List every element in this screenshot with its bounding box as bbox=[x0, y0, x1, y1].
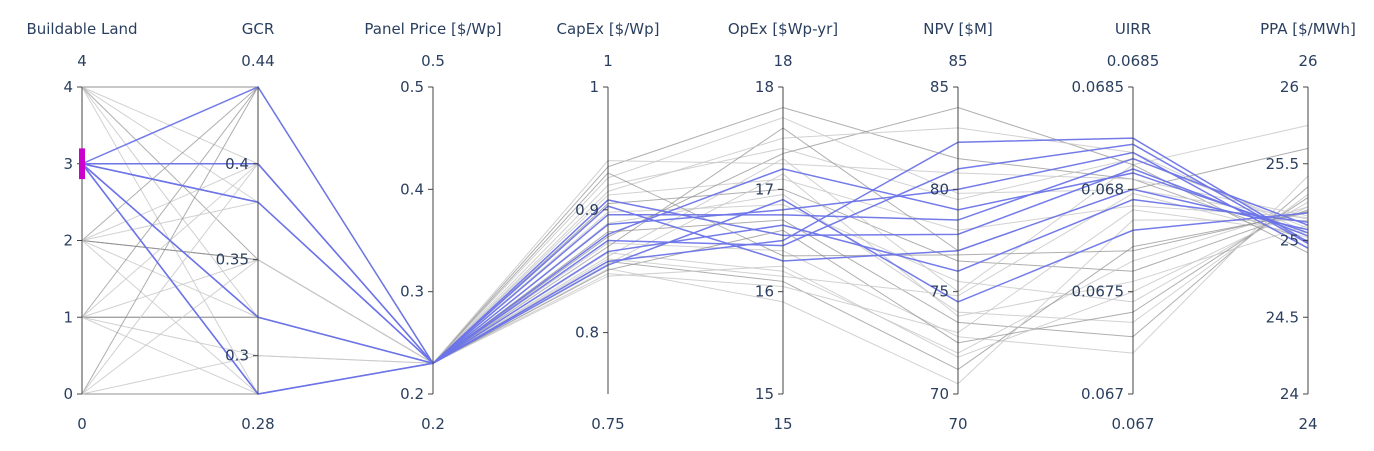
tick-label-land-4: 4 bbox=[63, 78, 73, 96]
tick-label-uirr-0: 0.067 bbox=[1081, 385, 1124, 403]
tick-label-land-3: 3 bbox=[63, 155, 73, 173]
axis-range-bottom-capex: 0.75 bbox=[591, 415, 624, 433]
axis-land[interactable]: Buildable Land 4 00 1 2 3 4 bbox=[26, 20, 137, 433]
axis-title-npv[interactable]: NPV [$M] bbox=[923, 20, 993, 38]
tick-label-price-3: 0.5 bbox=[400, 78, 424, 96]
axis-title-uirr[interactable]: UIRR bbox=[1115, 20, 1151, 38]
axis-range-bottom-uirr: 0.067 bbox=[1112, 415, 1155, 433]
axis-uirr[interactable]: UIRR 0.0685 0.067 0.067 0.0675 0.068 0.0685 bbox=[1072, 20, 1160, 433]
axis-price[interactable]: Panel Price [$/Wp] 0.5 0.2 0.2 0.3 0.4 0.5 bbox=[364, 20, 501, 433]
axis-opex[interactable]: OpEx [$Wp-yr] 18 15 15 16 17 18 bbox=[728, 20, 838, 433]
axis-capex[interactable]: CapEx [$/Wp] 1 0.75 0.8 0.9 1 bbox=[557, 20, 660, 433]
data-line-unselected-27 bbox=[81, 86, 1309, 395]
axis-range-top-ppa: 26 bbox=[1298, 52, 1317, 70]
axis-title-opex[interactable]: OpEx [$Wp-yr] bbox=[728, 20, 838, 38]
tick-label-uirr-2: 0.068 bbox=[1081, 180, 1124, 198]
tick-label-npv-0: 70 bbox=[930, 385, 949, 403]
tick-label-land-2: 2 bbox=[63, 232, 73, 250]
axis-title-price[interactable]: Panel Price [$/Wp] bbox=[364, 20, 501, 38]
tick-label-npv-1: 75 bbox=[930, 283, 949, 301]
tick-label-opex-0: 15 bbox=[755, 385, 774, 403]
tick-label-opex-1: 16 bbox=[755, 283, 774, 301]
tick-label-price-2: 0.4 bbox=[400, 180, 424, 198]
data-line-selected-8 bbox=[82, 163, 1309, 365]
axis-range-top-land: 4 bbox=[77, 52, 87, 70]
axes-layer: Buildable Land 4 00 1 2 3 4 GCR 0.44 0.28 0.3 0.35 0… bbox=[26, 20, 1355, 433]
axis-npv[interactable]: NPV [$M] 85 70 70 75 80 85 bbox=[923, 20, 993, 433]
tick-label-ppa-4: 26 bbox=[1280, 78, 1299, 96]
data-line-selected-7 bbox=[81, 163, 1309, 365]
lines-layer bbox=[81, 86, 1309, 395]
axis-title-ppa[interactable]: PPA [$/MWh] bbox=[1260, 20, 1356, 38]
data-line-unselected-14 bbox=[81, 86, 1309, 395]
axis-ppa[interactable]: PPA [$/MWh] 26 24 24 24.5 25 25.5 26 bbox=[1260, 20, 1356, 433]
tick-label-gcr-1: 0.35 bbox=[216, 251, 249, 269]
data-line-unselected-18 bbox=[81, 212, 1309, 371]
data-line-selected-4 bbox=[81, 143, 1309, 395]
tick-label-price-0: 0.2 bbox=[400, 385, 424, 403]
data-line-unselected-29 bbox=[81, 117, 1309, 395]
tick-label-npv-2: 80 bbox=[930, 180, 949, 198]
tick-label-ppa-2: 25 bbox=[1280, 232, 1299, 250]
tick-label-land-0: 0 bbox=[63, 385, 73, 403]
data-line-selected-6 bbox=[81, 163, 1309, 365]
axis-gcr[interactable]: GCR 0.44 0.28 0.3 0.35 0.4 bbox=[216, 20, 275, 433]
tick-label-capex-1: 0.9 bbox=[575, 201, 599, 219]
axis-range-top-npv: 85 bbox=[948, 52, 967, 70]
tick-label-uirr-1: 0.0675 bbox=[1072, 283, 1125, 301]
axis-range-bottom-opex: 15 bbox=[773, 415, 792, 433]
tick-label-land-1: 1 bbox=[63, 308, 73, 326]
tick-label-ppa-3: 25.5 bbox=[1266, 155, 1299, 173]
axis-range-top-uirr: 0.0685 bbox=[1107, 52, 1160, 70]
tick-label-gcr-0: 0.3 bbox=[225, 347, 249, 365]
tick-label-ppa-0: 24 bbox=[1280, 385, 1299, 403]
axis-range-bottom-land: 0 bbox=[77, 415, 87, 433]
brush-selection-land[interactable] bbox=[79, 148, 85, 180]
data-line-unselected-19 bbox=[81, 219, 1309, 385]
data-line-selected-3 bbox=[81, 151, 1309, 365]
axis-range-bottom-ppa: 24 bbox=[1298, 415, 1317, 433]
axis-range-top-capex: 1 bbox=[603, 52, 613, 70]
tick-label-price-1: 0.3 bbox=[400, 283, 424, 301]
axis-title-gcr[interactable]: GCR bbox=[242, 20, 275, 38]
axis-range-top-opex: 18 bbox=[773, 52, 792, 70]
axis-range-top-price: 0.5 bbox=[421, 52, 445, 70]
tick-label-capex-2: 1 bbox=[589, 78, 599, 96]
data-line-unselected-31 bbox=[81, 160, 1309, 395]
data-line-unselected-16 bbox=[81, 163, 1309, 364]
data-line-selected-5 bbox=[81, 137, 1309, 395]
tick-label-opex-2: 17 bbox=[755, 180, 774, 198]
axis-range-bottom-price: 0.2 bbox=[421, 415, 445, 433]
data-line-unselected-20 bbox=[81, 209, 1309, 395]
axis-title-land[interactable]: Buildable Land bbox=[26, 20, 137, 38]
axis-title-capex[interactable]: CapEx [$/Wp] bbox=[557, 20, 660, 38]
tick-label-uirr-3: 0.0685 bbox=[1072, 78, 1125, 96]
tick-label-gcr-2: 0.4 bbox=[225, 155, 249, 173]
tick-label-capex-0: 0.8 bbox=[575, 324, 599, 342]
tick-label-opex-3: 18 bbox=[755, 78, 774, 96]
data-line-unselected-28 bbox=[81, 127, 1309, 395]
tick-label-ppa-1: 24.5 bbox=[1266, 308, 1299, 326]
axis-range-bottom-gcr: 0.28 bbox=[241, 415, 274, 433]
axis-range-bottom-npv: 70 bbox=[948, 415, 967, 433]
data-line-unselected-26 bbox=[81, 192, 1309, 395]
data-line-selected-1 bbox=[82, 163, 1309, 365]
axis-range-top-gcr: 0.44 bbox=[241, 52, 274, 70]
tick-label-npv-3: 85 bbox=[930, 78, 949, 96]
